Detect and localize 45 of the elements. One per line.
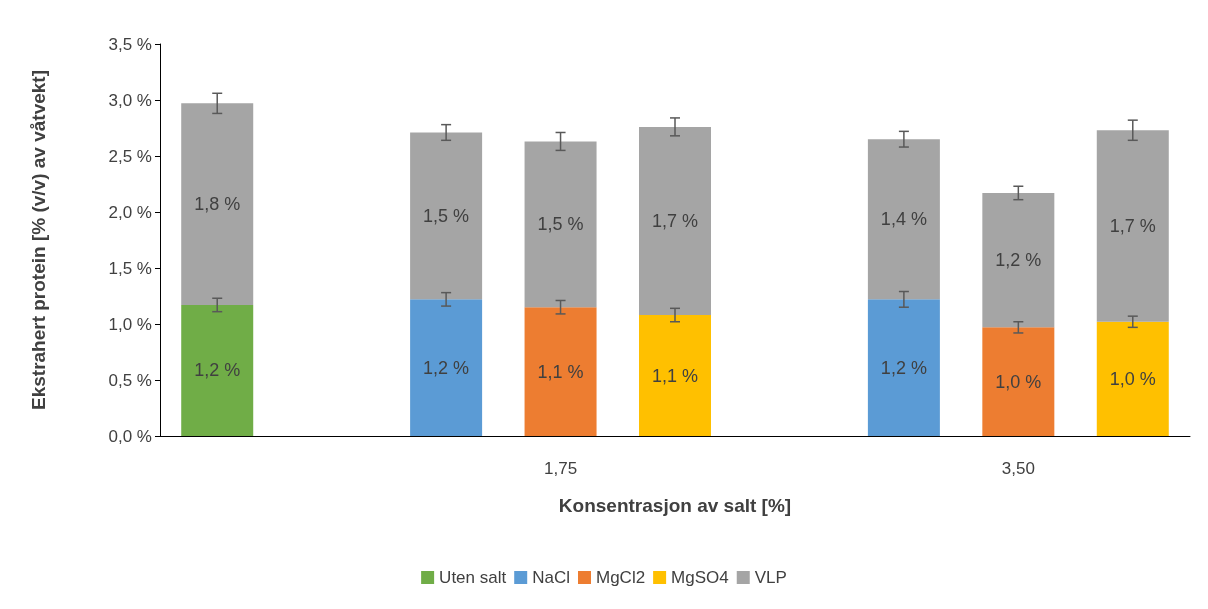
- bar: [524, 141, 597, 308]
- bar: [867, 139, 940, 300]
- bar: [410, 132, 483, 300]
- y-tick-label: 1,0 %: [108, 314, 152, 334]
- bar: [181, 304, 254, 436]
- legend-label: MgSO4: [671, 568, 729, 587]
- data-label: 1,2 %: [423, 357, 470, 378]
- x-axis-title: Konsentrasjon av salt [%]: [558, 495, 792, 516]
- bar: [982, 192, 1055, 328]
- bar: [524, 307, 597, 436]
- data-label: 1,2 %: [880, 357, 927, 378]
- y-tick-label: 0,0 %: [108, 426, 152, 446]
- y-tick-label: 3,5 %: [108, 34, 152, 54]
- y-tick-label: 1,5 %: [108, 258, 152, 278]
- y-tick-label: 3,0 %: [108, 90, 152, 110]
- bar: [867, 299, 940, 436]
- y-tick-label: 2,5 %: [108, 146, 152, 166]
- legend-label: MgCl2: [595, 568, 646, 587]
- legend-label: NaCl: [532, 568, 570, 587]
- bar: [181, 103, 254, 305]
- data-label: 1,1 %: [537, 361, 584, 382]
- bar: [639, 315, 711, 436]
- legend-label: Uten salt: [439, 568, 507, 587]
- data-label: 1,0 %: [1109, 368, 1156, 389]
- bar: [1096, 321, 1169, 436]
- data-label: 1,1 %: [651, 365, 699, 386]
- data-label: 1,8 %: [194, 194, 241, 215]
- bar: [982, 327, 1055, 436]
- data-label: 1,7 %: [651, 210, 699, 231]
- legend-label: VLP: [754, 568, 787, 587]
- data-label: 1,2 %: [995, 250, 1042, 271]
- bar: [1096, 130, 1169, 322]
- data-label: 1,4 %: [880, 209, 927, 230]
- x-tick-label: 1,75: [544, 459, 578, 478]
- y-tick-label: 0,5 %: [108, 370, 152, 390]
- data-label: 1,0 %: [995, 371, 1042, 392]
- data-label: 1,5 %: [537, 214, 584, 235]
- x-tick-label: 3,50: [1001, 459, 1035, 478]
- bar: [410, 299, 483, 436]
- y-tick-label: 2,0 %: [108, 202, 152, 222]
- data-label: 1,5 %: [423, 205, 470, 226]
- y-axis-title: Ekstrahert protein [% (v/v) av våtvekt]: [28, 69, 49, 411]
- bar: [639, 126, 711, 316]
- data-label: 1,7 %: [1109, 216, 1156, 236]
- data-label: 1,2 %: [194, 360, 241, 381]
